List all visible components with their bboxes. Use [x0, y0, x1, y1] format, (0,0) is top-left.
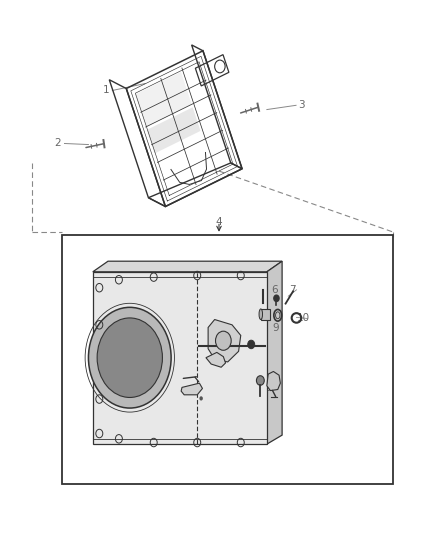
Text: 5: 5	[254, 285, 261, 295]
Text: 10: 10	[297, 313, 310, 324]
Circle shape	[215, 331, 231, 350]
Bar	[62, 235, 393, 484]
Circle shape	[88, 308, 171, 408]
Text: 1: 1	[102, 85, 109, 95]
Polygon shape	[93, 261, 282, 272]
Circle shape	[97, 318, 162, 398]
Text: 4: 4	[215, 217, 223, 228]
Circle shape	[199, 397, 203, 400]
Circle shape	[248, 340, 254, 349]
Polygon shape	[93, 272, 267, 444]
Circle shape	[256, 376, 264, 385]
Polygon shape	[267, 372, 280, 391]
Polygon shape	[181, 383, 202, 395]
Polygon shape	[206, 352, 226, 367]
Text: 7: 7	[289, 285, 295, 295]
Text: 16: 16	[250, 383, 264, 393]
Polygon shape	[267, 261, 282, 444]
Text: 2: 2	[55, 139, 61, 149]
Polygon shape	[208, 319, 241, 362]
Text: 9: 9	[272, 323, 279, 333]
Text: 14: 14	[154, 384, 167, 394]
Text: 6: 6	[272, 285, 278, 295]
Text: 13: 13	[154, 375, 167, 384]
Bar	[261, 309, 270, 319]
Text: 11: 11	[237, 343, 250, 353]
Polygon shape	[147, 107, 201, 154]
Text: 3: 3	[298, 100, 305, 110]
Text: 17: 17	[264, 383, 277, 393]
Text: 15: 15	[154, 394, 167, 404]
Text: 12: 12	[192, 360, 205, 370]
Text: 8: 8	[258, 322, 264, 333]
Circle shape	[274, 295, 279, 302]
Polygon shape	[135, 72, 192, 127]
Ellipse shape	[259, 309, 262, 319]
